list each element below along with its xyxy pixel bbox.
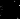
FancyBboxPatch shape — [12, 9, 16, 10]
Text: 20: 20 — [0, 0, 11, 10]
Text: Yes: Yes — [0, 0, 20, 8]
Polygon shape — [12, 12, 16, 13]
Text: Remove Power
from Electrode: Remove Power from Electrode — [0, 0, 20, 19]
Text: Yes: Yes — [16, 0, 20, 12]
Text: 18: 18 — [0, 0, 11, 7]
Text: No: No — [14, 14, 20, 19]
FancyBboxPatch shape — [6, 6, 10, 7]
Polygon shape — [6, 8, 10, 9]
Text: Measure Temperature
of Electrode: Measure Temperature of Electrode — [0, 0, 20, 19]
FancyBboxPatch shape — [6, 3, 10, 5]
Text: Measure Temperature
of Electrode: Measure Temperature of Electrode — [0, 0, 20, 19]
Text: 10: 10 — [16, 0, 20, 13]
FancyBboxPatch shape — [12, 6, 16, 7]
Text: 14: 14 — [0, 0, 5, 7]
Text: Apply Power
to Electrode: Apply Power to Electrode — [0, 0, 20, 19]
Text: 12: 12 — [0, 0, 5, 3]
Text: 16: 16 — [0, 0, 5, 8]
Text: Above Threshold?: Above Threshold? — [0, 4, 20, 19]
Text: Above Threshold?: Above Threshold? — [0, 0, 20, 17]
Text: 22: 22 — [0, 0, 11, 12]
Text: No: No — [8, 10, 20, 19]
